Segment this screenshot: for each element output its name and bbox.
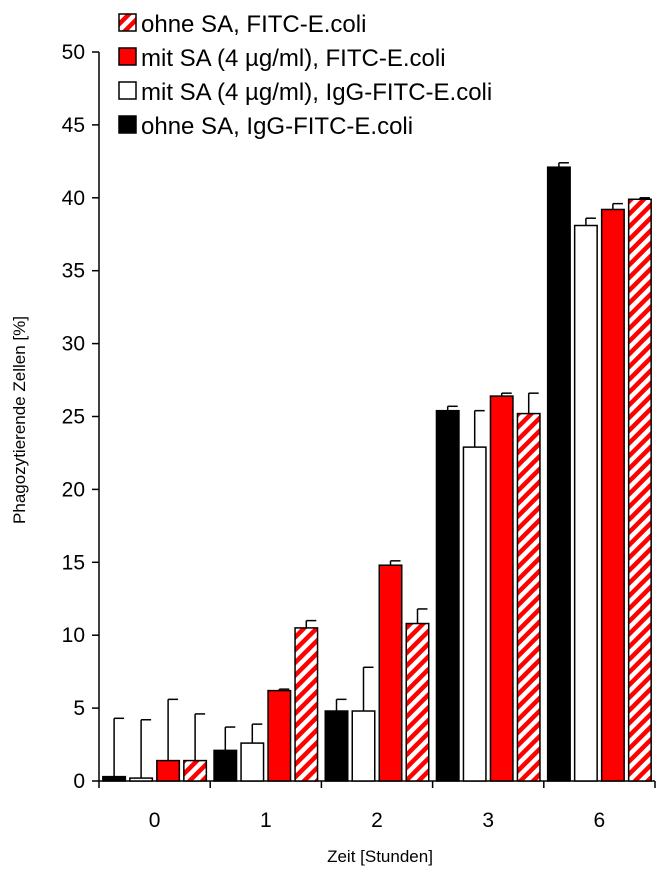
- y-tick-label: 5: [73, 697, 85, 720]
- y-tick-label: 0: [73, 770, 85, 793]
- y-tick-label: 30: [62, 333, 85, 356]
- y-axis: 0 5 10 15 20 25 30 35 40 45 50: [62, 41, 100, 793]
- bar: [267, 689, 292, 782]
- y-tick-label: 35: [62, 260, 85, 283]
- bars: [102, 162, 652, 782]
- y-tick-label: 25: [62, 406, 85, 429]
- y-tick-label: 10: [62, 624, 85, 647]
- bar: [489, 395, 514, 782]
- bar: [435, 409, 460, 782]
- x-tick-label: 0: [149, 809, 161, 832]
- y-axis-title: Phagozytierende Zellen [%]: [10, 316, 29, 524]
- bar: [405, 622, 430, 782]
- legend-label: mit SA (4 µg/ml), FITC-E.coli: [141, 45, 446, 72]
- y-axis-label: Phagozytierende Zellen [%]: [10, 316, 29, 524]
- legend-swatch: [118, 81, 137, 100]
- y-tick-label: 45: [62, 114, 85, 137]
- legend-label: ohne SA, FITC-E.coli: [141, 11, 366, 38]
- x-tick-label: 1: [260, 809, 272, 832]
- bar: [294, 627, 319, 782]
- bar: [183, 759, 208, 782]
- bar: [516, 412, 541, 782]
- y-tick-label: 50: [62, 41, 85, 64]
- bar: [462, 446, 487, 782]
- y-tick-label: 15: [62, 551, 85, 574]
- legend-swatch: [118, 47, 137, 66]
- y-tick-label: 40: [62, 187, 85, 210]
- bar: [129, 777, 154, 782]
- legend-swatch: [118, 115, 137, 134]
- bar: [600, 208, 625, 782]
- bar: [378, 564, 403, 782]
- bar: [240, 742, 265, 782]
- legend: ohne SA, FITC-E.coli mit SA (4 µg/ml), FI…: [118, 11, 492, 140]
- x-tick-label: 2: [371, 809, 383, 832]
- x-tick-label: 3: [482, 809, 494, 832]
- legend-label: mit SA (4 µg/ml), IgG-FITC-E.coli: [141, 79, 492, 106]
- legend-swatch: [118, 13, 137, 32]
- bar: [546, 166, 571, 782]
- bar: [573, 224, 598, 782]
- bar: [627, 198, 652, 782]
- y-tick-label: 20: [62, 478, 85, 501]
- bar: [156, 759, 181, 782]
- bar: [213, 749, 238, 782]
- legend-label: ohne SA, IgG-FITC-E.coli: [141, 113, 413, 140]
- bar: [351, 710, 376, 782]
- bar: [102, 775, 127, 782]
- x-tick-label: 6: [594, 809, 606, 832]
- bar: [324, 710, 349, 782]
- x-axis: 0 1 2 3 6: [98, 780, 656, 832]
- x-axis-label: Zeit [Stunden]: [327, 847, 433, 866]
